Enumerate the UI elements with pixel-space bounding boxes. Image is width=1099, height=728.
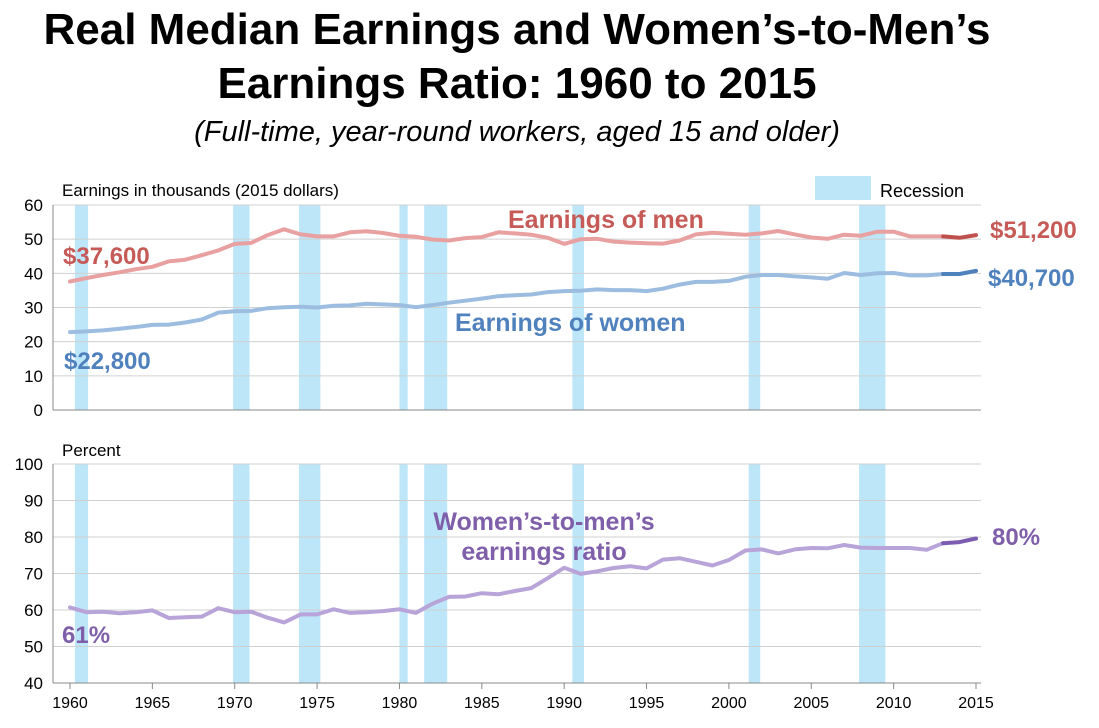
top-y-axis-title: Earnings in thousands (2015 dollars)	[62, 181, 339, 200]
women-series-label: Earnings of women	[455, 309, 686, 337]
axes: 0 10 20 30 40 50 60 40 50 60 70 80 90 100 1960 1965 1970…	[15, 196, 994, 712]
men-start-value-label: $37,600	[63, 243, 150, 270]
ratio-series-label-line2: earnings ratio	[461, 538, 626, 566]
men-series-label: Earnings of men	[508, 206, 704, 234]
bottom-y-axis-title: Percent	[62, 441, 121, 460]
chart-subtitle: (Full-time, year-round workers, aged 15 …	[194, 116, 840, 148]
gridlines	[53, 204, 981, 647]
bottom-y-tick-label: 80	[24, 528, 43, 547]
x-tick-label: 1990	[546, 695, 582, 712]
men-end-value-label: $51,200	[990, 217, 1077, 244]
bottom-y-tick-label: 90	[24, 492, 43, 511]
top-y-tick-label: 0	[34, 401, 43, 420]
x-tick-label: 1985	[464, 695, 500, 712]
bottom-y-tick-label: 100	[15, 455, 43, 474]
earnings-ratio-line	[68, 541, 946, 625]
x-tick-label: 1980	[382, 695, 418, 712]
legend-recession-label: Recession	[880, 181, 964, 201]
x-tick-label: 2000	[711, 695, 747, 712]
chart-title-line2: Earnings Ratio: 1960 to 2015	[217, 59, 817, 108]
men-earnings-line	[68, 227, 946, 284]
x-tick-label: 2010	[876, 695, 912, 712]
x-tick-label: 1965	[135, 695, 171, 712]
ratio-series-label-line1: Women’s-to-men’s	[433, 508, 654, 536]
top-y-tick-label: 30	[24, 299, 43, 318]
legend-recession-swatch	[815, 176, 871, 200]
bottom-y-tick-label: 50	[24, 638, 43, 657]
top-y-tick-label: 60	[24, 196, 43, 215]
ratio-end-value-label: 80%	[992, 524, 1040, 551]
bottom-y-tick-label: 70	[24, 565, 43, 584]
women-end-value-label: $40,700	[988, 265, 1075, 292]
data-lines	[68, 227, 978, 625]
top-y-tick-label: 50	[24, 230, 43, 249]
top-y-tick-label: 40	[24, 264, 43, 283]
x-tick-label: 1970	[217, 695, 253, 712]
ratio-start-value-label: 61%	[62, 622, 110, 649]
bottom-y-tick-label: 60	[24, 601, 43, 620]
x-tick-label: 1960	[52, 695, 88, 712]
x-tick-label: 2015	[958, 695, 994, 712]
women-earnings-recent-line	[941, 268, 978, 276]
women-earnings-line	[68, 271, 946, 335]
women-start-value-label: $22,800	[64, 348, 151, 375]
top-y-tick-label: 10	[24, 367, 43, 386]
men-earnings-recent-line	[941, 233, 978, 240]
bottom-y-tick-label: 40	[24, 674, 43, 693]
x-tick-label: 1975	[299, 695, 335, 712]
chart-title-line1: Real Median Earnings and Women’s-to-Men’…	[43, 5, 991, 54]
x-tick-label: 2005	[793, 695, 829, 712]
top-y-tick-label: 20	[24, 333, 43, 352]
earnings-ratio-recent-line	[941, 536, 978, 546]
x-tick-label: 1995	[629, 695, 665, 712]
